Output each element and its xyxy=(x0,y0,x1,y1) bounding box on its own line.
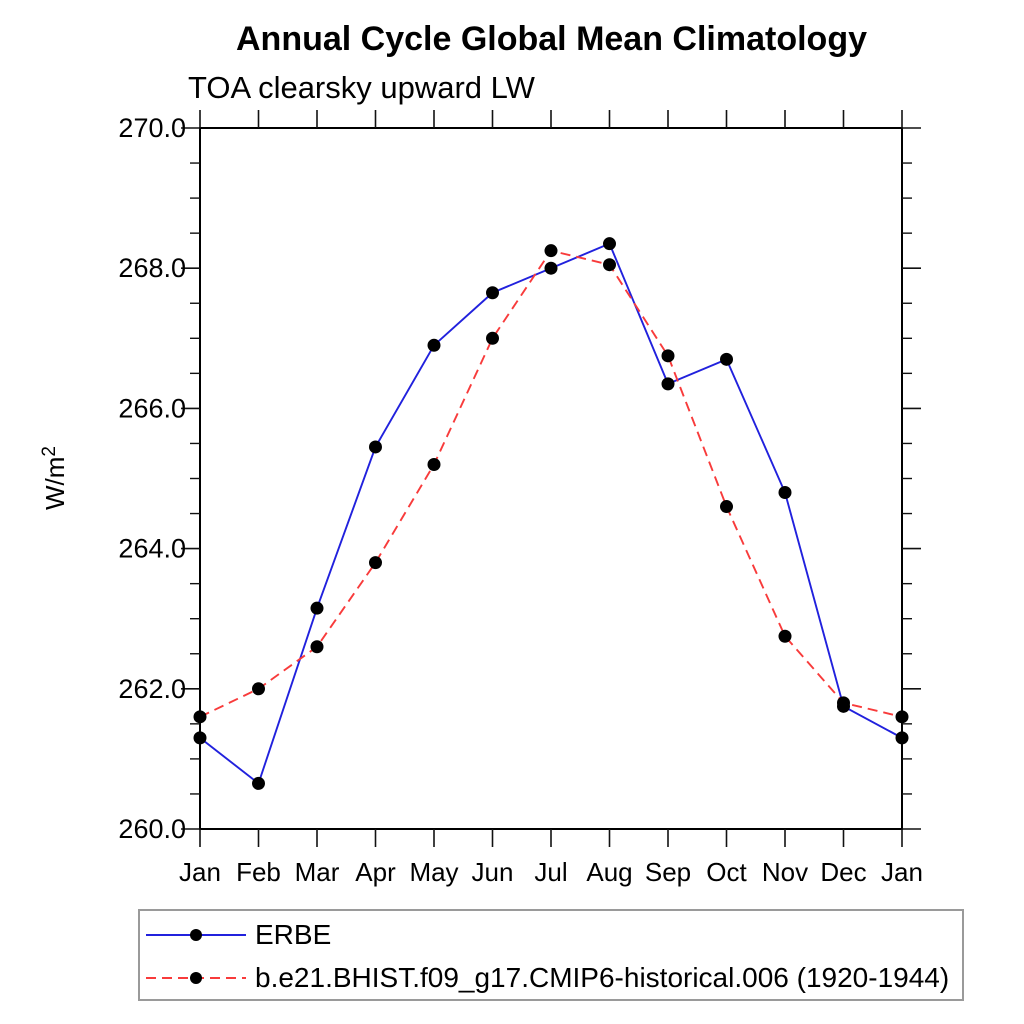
series-0-marker xyxy=(544,261,558,275)
series-0-marker xyxy=(310,601,324,615)
series-1-marker xyxy=(895,710,909,724)
series-0-marker xyxy=(486,286,499,300)
x-tick-label: Mar xyxy=(295,857,340,887)
series-1-marker xyxy=(544,244,558,258)
legend-box: ERBE b.e21.BHIST.f09_g17.CMIP6-historica… xyxy=(138,909,964,1001)
series-0-line xyxy=(199,242,903,786)
x-tick-label: Apr xyxy=(355,857,396,887)
series-0-marker xyxy=(603,237,616,251)
series-1-marker xyxy=(252,682,265,696)
series-1-marker xyxy=(661,349,675,363)
chart-title: Annual Cycle Global Mean Climatology xyxy=(236,20,867,58)
y-tick-label: 264.0 xyxy=(118,534,186,564)
legend-marker-erbe xyxy=(190,929,202,941)
series-1-marker xyxy=(369,556,382,570)
chart-subtitle: TOA clearsky upward LW xyxy=(188,70,535,105)
x-tick-label: Dec xyxy=(820,857,866,887)
series-0-marker xyxy=(252,776,265,790)
y-tick-label: 270.0 xyxy=(118,113,186,143)
legend-label-model: b.e21.BHIST.f09_g17.CMIP6-historical.006… xyxy=(255,962,950,993)
legend-item-model: b.e21.BHIST.f09_g17.CMIP6-historical.006… xyxy=(143,958,949,998)
series-1-line xyxy=(199,249,903,718)
plot-frame xyxy=(199,127,903,830)
series-1-marker xyxy=(486,331,499,345)
series-1-marker xyxy=(603,258,616,272)
x-tick-label: Jan xyxy=(881,857,923,887)
x-tick-label: Sep xyxy=(645,857,691,887)
series-1-marker xyxy=(427,457,441,471)
y-tick-label: 262.0 xyxy=(118,674,186,704)
legend-label-erbe: ERBE xyxy=(255,919,332,950)
x-tick-label: Nov xyxy=(762,857,808,887)
x-tick-label: Jun xyxy=(472,857,514,887)
series-1-marker xyxy=(720,500,733,514)
legend-item-erbe: ERBE xyxy=(143,915,331,955)
y-tick-label: 268.0 xyxy=(118,253,186,283)
series-1-marker xyxy=(837,696,850,710)
series-1-marker xyxy=(778,629,792,643)
series-0-marker xyxy=(661,377,675,391)
x-tick-label: Jan xyxy=(179,857,221,887)
x-tick-label: May xyxy=(409,857,458,887)
series-0-marker xyxy=(720,352,733,366)
y-tick-label: 260.0 xyxy=(118,814,186,844)
series-0-marker xyxy=(193,731,207,745)
legend-line-sample-erbe xyxy=(146,929,246,941)
y-tick-label: 266.0 xyxy=(118,393,186,423)
series-0-marker xyxy=(895,731,909,745)
series-0-marker xyxy=(427,338,441,352)
y-axis-label: W/m2 xyxy=(39,446,70,510)
x-tick-label: Jul xyxy=(534,857,567,887)
series-1-marker xyxy=(193,710,207,724)
x-tick-label: Aug xyxy=(586,857,632,887)
x-tick-label: Feb xyxy=(236,857,281,887)
legend-marker-model xyxy=(190,972,202,984)
x-tick-label: Oct xyxy=(706,857,747,887)
series-0-marker xyxy=(369,440,382,454)
series-0-marker xyxy=(778,486,792,500)
series-1-marker xyxy=(310,640,324,654)
legend-line-sample-model xyxy=(146,972,246,984)
